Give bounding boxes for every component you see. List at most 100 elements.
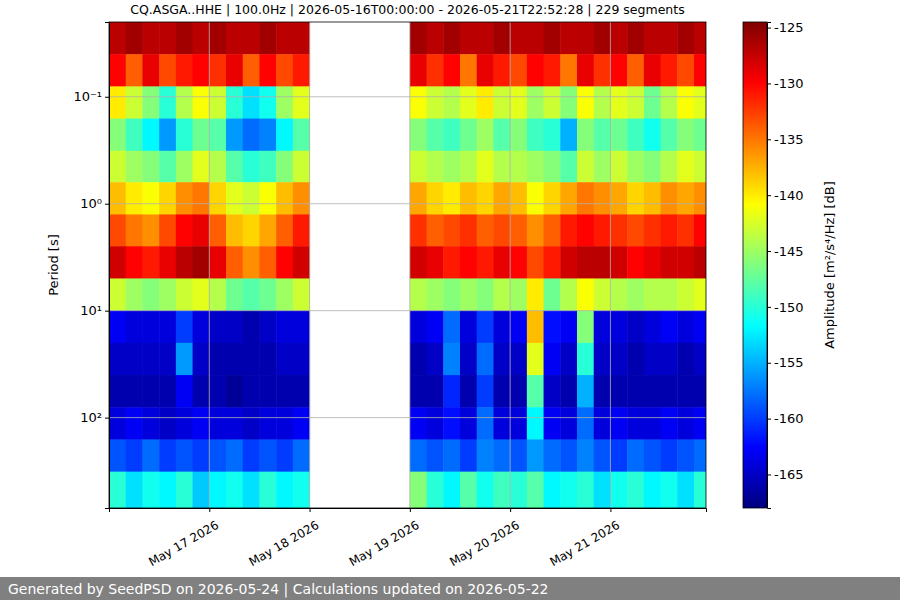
chart: May 17 2026May 18 2026May 19 2026May 20 … bbox=[0, 0, 900, 600]
y-tick-mark bbox=[105, 418, 109, 419]
y-tick-label: 10⁻¹ bbox=[73, 89, 102, 104]
cell bbox=[560, 86, 577, 119]
cell bbox=[293, 278, 310, 311]
cell bbox=[610, 246, 627, 279]
y-axis: 10⁻¹10⁰10¹10² bbox=[73, 23, 109, 509]
cell bbox=[293, 54, 310, 87]
cell bbox=[460, 375, 477, 408]
cell bbox=[577, 151, 594, 183]
cell bbox=[560, 246, 577, 279]
cell bbox=[610, 407, 627, 440]
cell bbox=[594, 343, 611, 376]
cell bbox=[677, 22, 694, 55]
cell bbox=[577, 246, 594, 279]
cell bbox=[560, 439, 577, 472]
cell bbox=[694, 343, 706, 376]
colorbar-title: Amplitude [m²/s⁴/Hz] [dB] bbox=[822, 181, 837, 349]
cell bbox=[661, 407, 678, 440]
cell bbox=[209, 119, 226, 152]
cell bbox=[410, 86, 427, 119]
cell bbox=[226, 182, 243, 215]
cell bbox=[677, 151, 694, 183]
cell bbox=[627, 343, 644, 376]
cell bbox=[126, 22, 143, 55]
x-tick: May 21 2026 bbox=[547, 508, 622, 569]
cell bbox=[560, 214, 577, 246]
grid bbox=[109, 22, 706, 508]
cell bbox=[176, 311, 193, 344]
cell bbox=[159, 407, 176, 440]
cell bbox=[259, 214, 276, 246]
cell bbox=[510, 214, 527, 246]
cell bbox=[443, 407, 460, 440]
cell bbox=[427, 278, 444, 311]
cell bbox=[126, 86, 143, 119]
cell bbox=[259, 54, 276, 87]
colorbar-tick-label: -160 bbox=[774, 411, 804, 426]
cell bbox=[560, 472, 577, 508]
x-tick-mark bbox=[610, 508, 611, 512]
cell bbox=[259, 311, 276, 344]
cell bbox=[427, 22, 444, 55]
cell bbox=[544, 119, 561, 152]
cell bbox=[644, 375, 661, 408]
cell bbox=[644, 246, 661, 279]
cell bbox=[193, 54, 210, 87]
cell bbox=[109, 439, 126, 472]
cell bbox=[109, 119, 126, 152]
colorbar-axis: -125-130-135-140-145-150-155-160-165 bbox=[767, 20, 804, 508]
cell bbox=[510, 22, 527, 55]
cell bbox=[126, 311, 143, 344]
y-tick: 10⁰ bbox=[80, 196, 109, 211]
cell bbox=[477, 375, 494, 408]
cell bbox=[694, 151, 706, 183]
cell bbox=[677, 375, 694, 408]
cell bbox=[510, 151, 527, 183]
cell bbox=[510, 343, 527, 376]
cell bbox=[243, 151, 260, 183]
cell bbox=[193, 119, 210, 152]
cell bbox=[142, 246, 159, 279]
cell bbox=[610, 472, 627, 508]
cell bbox=[610, 278, 627, 311]
colorbar-tick: -155 bbox=[767, 355, 804, 370]
cell bbox=[627, 54, 644, 87]
cell bbox=[126, 151, 143, 183]
cell bbox=[577, 214, 594, 246]
cell bbox=[276, 54, 293, 87]
cell bbox=[510, 439, 527, 472]
cell bbox=[193, 214, 210, 246]
cell bbox=[193, 407, 210, 440]
cell bbox=[427, 119, 444, 152]
cell bbox=[276, 343, 293, 376]
cell bbox=[627, 151, 644, 183]
cell bbox=[544, 22, 561, 55]
cell bbox=[627, 182, 644, 215]
cell bbox=[259, 343, 276, 376]
cell bbox=[527, 86, 544, 119]
cell bbox=[109, 246, 126, 279]
cell bbox=[142, 182, 159, 215]
cell bbox=[159, 119, 176, 152]
cell bbox=[661, 311, 678, 344]
cell bbox=[443, 54, 460, 87]
cell bbox=[493, 246, 510, 279]
colorbar-tick-label: -165 bbox=[774, 467, 804, 482]
y-tick-mark bbox=[105, 204, 109, 205]
cell bbox=[109, 54, 126, 87]
cell bbox=[594, 246, 611, 279]
cell bbox=[109, 472, 126, 508]
x-tick-label: May 20 2026 bbox=[447, 518, 522, 569]
cell bbox=[142, 86, 159, 119]
cell bbox=[644, 407, 661, 440]
cell bbox=[610, 182, 627, 215]
cell bbox=[627, 22, 644, 55]
cell bbox=[610, 151, 627, 183]
cell bbox=[193, 246, 210, 279]
cell bbox=[610, 439, 627, 472]
cell bbox=[159, 54, 176, 87]
cell bbox=[493, 375, 510, 408]
cell bbox=[126, 119, 143, 152]
cell bbox=[594, 472, 611, 508]
cell bbox=[142, 439, 159, 472]
